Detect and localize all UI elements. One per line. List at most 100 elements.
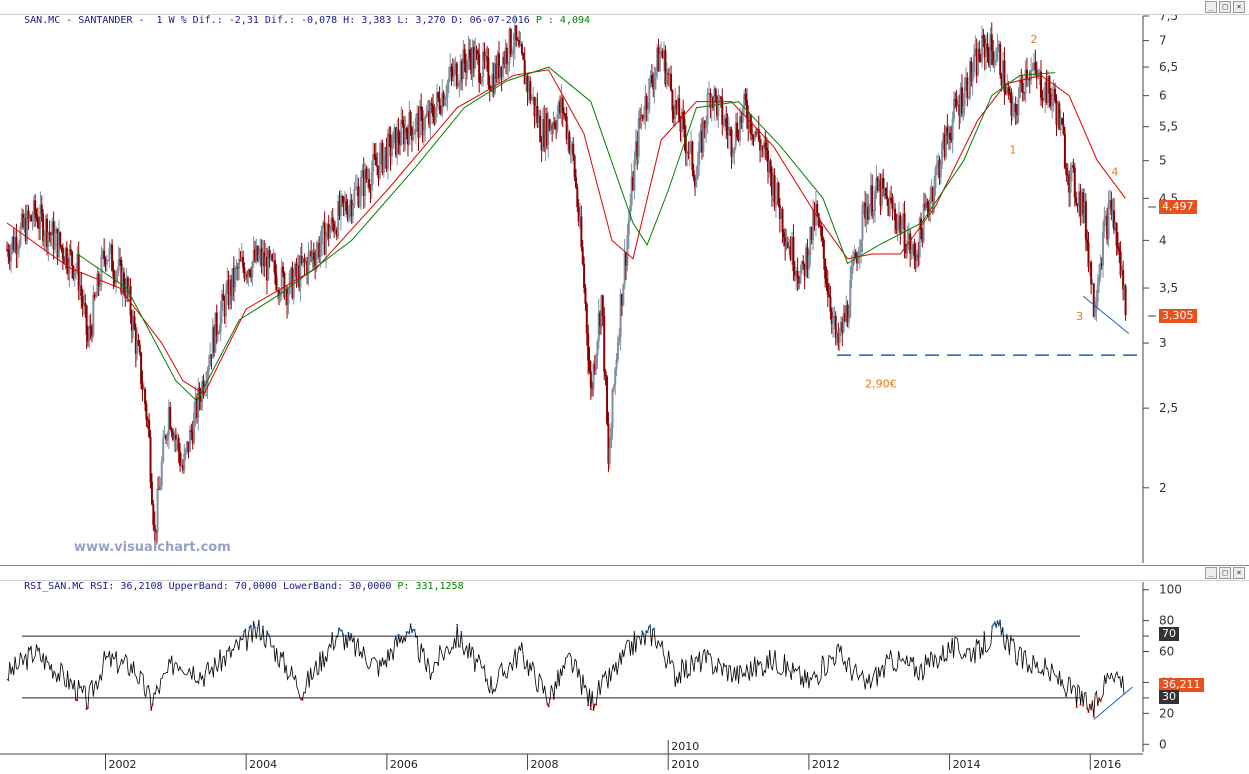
candle-body — [737, 137, 740, 141]
candle-body — [610, 427, 613, 448]
candle-body — [464, 63, 467, 73]
candle-body — [563, 112, 566, 115]
close-icon[interactable]: × — [1233, 567, 1245, 579]
candle-body — [243, 267, 246, 279]
candle-body — [986, 43, 989, 52]
candle-body — [813, 209, 816, 226]
candle-body — [330, 217, 333, 230]
candle-body — [683, 118, 686, 138]
maximize-icon[interactable]: □ — [1219, 1, 1231, 13]
candle-body — [520, 43, 523, 54]
candle-body — [119, 259, 122, 261]
rsi-trend-line — [1093, 686, 1133, 720]
candle-body — [792, 236, 795, 272]
green-moving-average — [77, 66, 1056, 402]
candle-body — [974, 48, 977, 55]
candle-body — [1054, 88, 1057, 101]
candle-body — [721, 99, 724, 125]
candle-body — [353, 189, 356, 206]
candle-body — [817, 213, 820, 226]
candle-body — [774, 201, 777, 207]
candle-body — [104, 258, 107, 265]
candle-body — [799, 270, 802, 284]
candle-body — [1114, 222, 1117, 230]
maximize-icon[interactable]: □ — [1219, 567, 1231, 579]
candle-body — [806, 247, 809, 270]
candle-body — [152, 504, 155, 525]
candle-body — [826, 283, 829, 295]
candle-body — [121, 272, 124, 294]
candle-body — [925, 201, 928, 208]
candle-body — [1042, 100, 1045, 102]
time-tick-label: 2012 — [812, 758, 840, 771]
candle-body — [645, 95, 648, 110]
candle-body — [529, 81, 532, 101]
candle-body — [500, 66, 503, 78]
candle-body — [193, 412, 196, 444]
candle-body — [691, 141, 694, 171]
candle-body — [160, 461, 163, 486]
candle-body — [1056, 103, 1059, 125]
candle-body — [335, 229, 338, 237]
close-icon[interactable]: × — [1233, 1, 1245, 13]
candle-body — [141, 384, 144, 390]
rsi-oversold-mark — [1092, 715, 1095, 718]
candle-body — [1072, 165, 1075, 168]
candle-body — [579, 216, 582, 222]
candle-body — [446, 82, 449, 98]
candle-body — [680, 111, 683, 132]
candle-body — [1091, 283, 1094, 285]
candle-body — [923, 203, 926, 208]
candle-body — [1065, 167, 1068, 175]
candle-body — [934, 168, 937, 188]
candle-body — [945, 127, 948, 158]
candle-body — [566, 132, 569, 140]
rsi-oversold-mark — [1087, 710, 1090, 713]
candle-body — [240, 256, 243, 261]
rsi-line — [6, 619, 1125, 717]
candle-body — [929, 198, 932, 213]
candle-body — [780, 208, 783, 219]
candle-body — [467, 49, 470, 61]
candle-body — [329, 229, 332, 239]
candle-body — [112, 271, 115, 277]
rsi-overbought-mark — [649, 624, 652, 627]
minimize-icon[interactable]: _ — [1205, 567, 1217, 579]
candle-body — [887, 198, 890, 216]
candle-body — [1107, 203, 1110, 240]
candle-body — [405, 128, 408, 134]
candle-body — [731, 153, 734, 157]
rsi-tick-label: 100 — [1159, 583, 1182, 597]
candle-body — [966, 77, 969, 98]
candle-body — [420, 106, 423, 111]
candle-body — [869, 185, 872, 206]
rsi-overbought-mark — [996, 620, 999, 623]
candle-body — [144, 389, 147, 405]
candle-body — [1101, 231, 1104, 266]
candle-body — [319, 244, 322, 258]
candle-body — [271, 254, 274, 261]
candle-body — [496, 53, 499, 80]
minimize-icon[interactable]: _ — [1205, 1, 1217, 13]
candle-body — [226, 280, 229, 291]
rsi-oversold-mark — [1098, 697, 1101, 700]
candle-body — [1032, 62, 1035, 70]
candle-body — [1006, 87, 1009, 94]
rsi-overbought-mark — [460, 631, 463, 634]
rsi-overbought-mark — [337, 627, 340, 630]
rsi-overbought-mark — [397, 633, 400, 636]
candle-body — [751, 133, 754, 135]
candle-body — [120, 259, 123, 294]
candle-body — [1096, 284, 1099, 303]
candle-body — [1052, 88, 1055, 98]
candle-body — [672, 110, 675, 119]
candle-body — [533, 96, 536, 117]
candle-body — [251, 261, 254, 278]
candle-body — [442, 92, 445, 106]
candle-body — [247, 269, 250, 277]
candle-body — [129, 286, 132, 316]
candle-body — [800, 260, 803, 271]
candle-body — [299, 255, 302, 288]
price-window-buttons: _ □ × — [1205, 1, 1245, 13]
candle-body — [807, 255, 810, 270]
